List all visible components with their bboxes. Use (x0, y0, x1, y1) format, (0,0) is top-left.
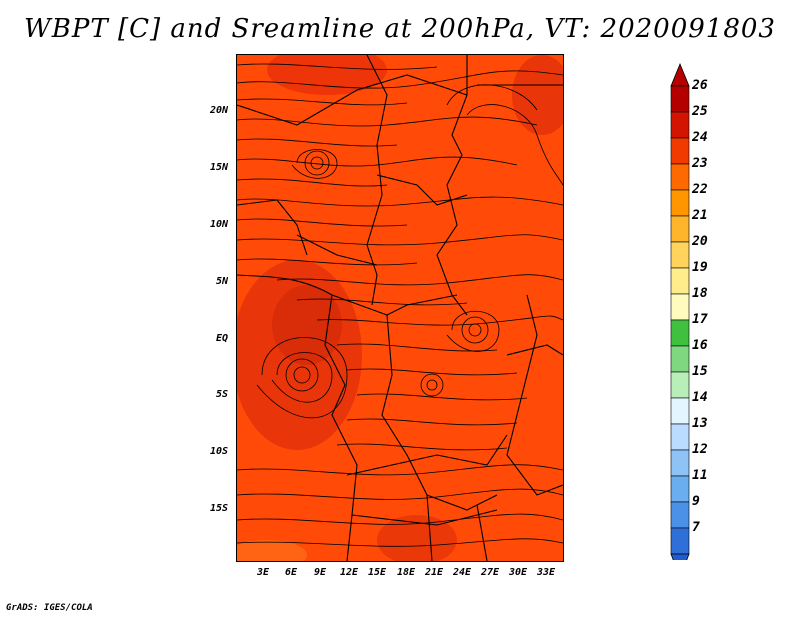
colorbar-segment (670, 475, 690, 503)
colorbar-segment (670, 345, 690, 373)
chart-title: WBPT [C] and Sreamline at 200hPa, VT: 20… (24, 14, 776, 44)
colorbar-segment (670, 163, 690, 191)
country-borders (237, 55, 563, 561)
grads-credit: GrADS: IGES/COLA (6, 603, 93, 613)
colorbar-segment (670, 527, 690, 555)
colorbar-top-arrow (670, 62, 690, 87)
colorbar-label: 15 (692, 364, 708, 379)
lon-label: 9E (313, 567, 327, 578)
colorbar-label: 25 (692, 104, 708, 119)
colorbar-segment (670, 137, 690, 165)
lon-label: 24E (452, 567, 472, 578)
colorbar-label: 17 (692, 312, 708, 327)
colorbar-segment (670, 189, 690, 217)
lat-label: 5S (215, 389, 228, 400)
colorbar-segment (670, 215, 690, 243)
colorbar-segment (670, 423, 690, 451)
lon-label: 12E (339, 567, 359, 578)
colorbar-segment (670, 319, 690, 347)
lat-label: 20N (209, 105, 228, 116)
colorbar-segment (670, 397, 690, 425)
colorbar-label: 9 (692, 494, 700, 509)
lat-label: 10S (209, 446, 228, 457)
streamline-map (237, 55, 563, 561)
lat-label: 15N (209, 162, 228, 173)
map-panel (236, 54, 564, 562)
streamlines (237, 63, 563, 547)
colorbar-segment (670, 241, 690, 269)
colorbar-label: 26 (692, 78, 708, 93)
colorbar-segment (670, 371, 690, 399)
colorbar-segment (670, 501, 690, 529)
colorbar-label: 21 (692, 208, 708, 223)
colorbar-label: 20 (692, 234, 708, 249)
lat-label: EQ (215, 333, 228, 344)
colorbar-segment (670, 293, 690, 321)
lon-label: 15E (367, 567, 387, 578)
lon-label: 3E (256, 567, 270, 578)
colorbar-label: 24 (692, 130, 708, 145)
lon-label: 21E (424, 567, 444, 578)
lat-label: 5N (215, 276, 228, 287)
colorbar-label: 18 (692, 286, 708, 301)
colorbar-label: 19 (692, 260, 708, 275)
lat-label: 15S (209, 503, 228, 514)
colorbar-segment (670, 267, 690, 295)
colorbar-label: 22 (692, 182, 708, 197)
colorbar (670, 62, 690, 560)
lon-label: 33E (536, 567, 556, 578)
lon-label: 6E (284, 567, 298, 578)
colorbar-label: 14 (692, 390, 708, 405)
lon-label: 30E (508, 567, 528, 578)
colorbar-label: 13 (692, 416, 708, 431)
colorbar-segment (670, 449, 690, 477)
colorbar-label: 12 (692, 442, 708, 457)
colorbar-label: 23 (692, 156, 708, 171)
colorbar-segment (670, 111, 690, 139)
lon-label: 18E (396, 567, 416, 578)
lat-label: 10N (209, 219, 228, 230)
colorbar-label: 16 (692, 338, 708, 353)
lon-label: 27E (480, 567, 500, 578)
warm-patch (377, 515, 457, 561)
colorbar-label: 7 (692, 520, 700, 535)
colorbar-label: 11 (692, 468, 708, 483)
colorbar-segment (670, 85, 690, 113)
cool-patch (237, 540, 307, 561)
warm-patch (512, 55, 563, 135)
colorbar-bottom-arrow (670, 553, 690, 560)
